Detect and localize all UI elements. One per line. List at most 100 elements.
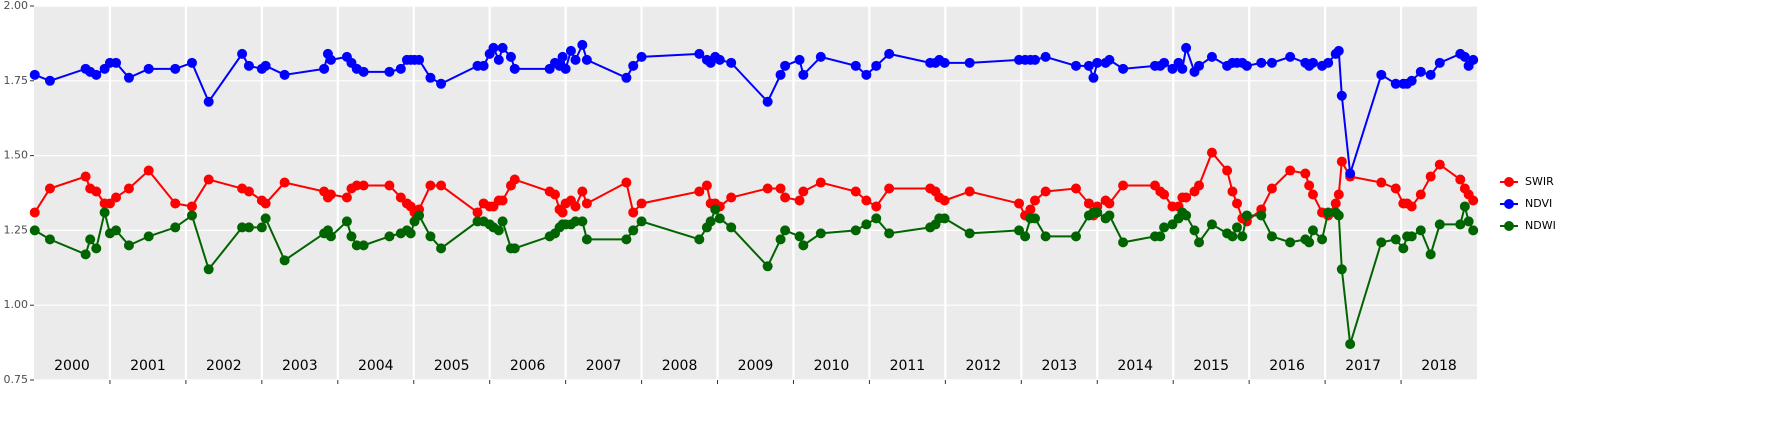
data-point bbox=[557, 51, 568, 62]
data-point bbox=[425, 72, 436, 83]
data-point bbox=[1336, 156, 1347, 167]
year-label: 2014 bbox=[1117, 358, 1153, 374]
legend-label: NDVI bbox=[1525, 197, 1552, 210]
data-point bbox=[1415, 66, 1426, 77]
data-point bbox=[560, 63, 571, 74]
data-point bbox=[964, 57, 975, 68]
year-label: 2011 bbox=[890, 358, 926, 374]
data-point bbox=[581, 234, 592, 245]
data-point bbox=[358, 240, 369, 251]
year-label: 2003 bbox=[282, 358, 318, 374]
data-point bbox=[358, 180, 369, 191]
data-point bbox=[436, 180, 447, 191]
data-point bbox=[1092, 57, 1103, 68]
data-point bbox=[780, 225, 791, 236]
data-point bbox=[762, 183, 773, 194]
data-point bbox=[1020, 231, 1031, 242]
data-point bbox=[705, 216, 716, 227]
data-point bbox=[577, 216, 588, 227]
data-point bbox=[29, 225, 40, 236]
data-point bbox=[1406, 201, 1417, 212]
y-tick-label: 2.00 bbox=[4, 0, 29, 12]
data-point bbox=[1317, 234, 1328, 245]
year-label: 2012 bbox=[966, 358, 1002, 374]
data-point bbox=[1227, 186, 1238, 197]
data-point bbox=[29, 207, 40, 218]
data-point bbox=[143, 165, 154, 176]
data-point bbox=[1336, 264, 1347, 275]
data-point bbox=[497, 42, 508, 53]
data-point bbox=[636, 51, 647, 62]
data-point bbox=[186, 201, 197, 212]
data-point bbox=[1463, 216, 1474, 227]
data-point bbox=[636, 216, 647, 227]
data-point bbox=[621, 234, 632, 245]
data-point bbox=[1025, 204, 1036, 215]
data-point bbox=[1177, 63, 1188, 74]
data-point bbox=[123, 240, 134, 251]
data-point bbox=[939, 213, 950, 224]
data-point bbox=[1070, 183, 1081, 194]
data-point bbox=[1307, 57, 1318, 68]
data-point bbox=[1232, 222, 1243, 233]
data-point bbox=[143, 231, 154, 242]
data-point bbox=[1406, 75, 1417, 86]
data-point bbox=[1390, 78, 1401, 89]
data-point bbox=[1092, 207, 1103, 218]
data-point bbox=[414, 54, 425, 65]
data-point bbox=[436, 243, 447, 254]
data-point bbox=[1237, 231, 1248, 242]
data-point bbox=[44, 234, 55, 245]
data-point bbox=[405, 228, 416, 239]
data-point bbox=[488, 42, 499, 53]
data-point bbox=[1415, 225, 1426, 236]
data-point bbox=[436, 78, 447, 89]
data-point bbox=[871, 213, 882, 224]
legend-label: SWIR bbox=[1525, 175, 1554, 188]
data-point bbox=[279, 255, 290, 266]
y-tick-label: 1.00 bbox=[4, 298, 29, 311]
data-point bbox=[1459, 201, 1470, 212]
data-point bbox=[1227, 231, 1238, 242]
year-label: 2018 bbox=[1421, 358, 1457, 374]
legend-label: NDWI bbox=[1525, 219, 1556, 232]
data-point bbox=[91, 186, 102, 197]
data-point bbox=[1104, 198, 1115, 209]
data-point bbox=[815, 228, 826, 239]
data-point bbox=[850, 225, 861, 236]
data-point bbox=[798, 186, 809, 197]
data-point bbox=[1159, 222, 1170, 233]
data-point bbox=[111, 225, 122, 236]
data-point bbox=[1070, 60, 1081, 71]
data-point bbox=[384, 180, 395, 191]
year-label: 2008 bbox=[662, 358, 698, 374]
data-point bbox=[143, 63, 154, 74]
data-point bbox=[123, 72, 134, 83]
data-point bbox=[570, 54, 581, 65]
data-point bbox=[1415, 189, 1426, 200]
data-point bbox=[29, 69, 40, 80]
data-point bbox=[1029, 54, 1040, 65]
year-label: 2010 bbox=[814, 358, 850, 374]
data-point bbox=[1104, 54, 1115, 65]
data-point bbox=[762, 96, 773, 107]
data-point bbox=[1455, 174, 1466, 185]
data-point bbox=[1345, 339, 1356, 350]
data-point bbox=[1206, 147, 1217, 158]
data-point bbox=[1468, 54, 1479, 65]
data-point bbox=[237, 222, 248, 233]
data-point bbox=[1434, 159, 1445, 170]
data-point bbox=[358, 66, 369, 77]
data-point bbox=[1083, 198, 1094, 209]
y-tick-label: 0.75 bbox=[4, 373, 29, 386]
data-point bbox=[1241, 60, 1252, 71]
data-point bbox=[243, 222, 254, 233]
data-point bbox=[964, 186, 975, 197]
data-point bbox=[850, 186, 861, 197]
data-point bbox=[85, 234, 96, 245]
data-point bbox=[1398, 243, 1409, 254]
year-label: 2001 bbox=[130, 358, 166, 374]
data-point bbox=[1118, 237, 1129, 248]
data-point bbox=[726, 192, 737, 203]
